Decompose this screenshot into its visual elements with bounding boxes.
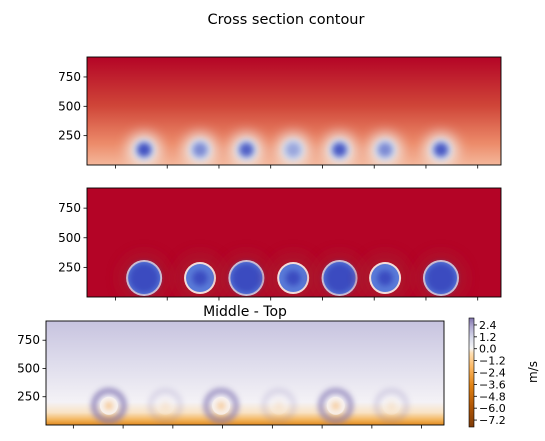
- y-tick-label: 250: [58, 260, 81, 274]
- colorbar-ticks: 2.41.20.0−1.2−2.4−3.6−4.8−6.0−7.2: [474, 319, 506, 427]
- colorbar-tick-label: −6.0: [479, 402, 506, 415]
- y-tick-label: 750: [58, 70, 81, 84]
- colorbar-label: m/s: [526, 361, 540, 383]
- figure-title: Cross section contour: [208, 12, 365, 28]
- purple-ring: [318, 388, 354, 424]
- cool-blob: [422, 131, 459, 165]
- colorbar-tick-label: −1.2: [479, 355, 506, 368]
- panel-bottom: Middle - Top 250 500 750: [17, 304, 445, 429]
- y-tick-label: 500: [58, 231, 81, 245]
- colorbar-tick-label: 1.2: [479, 331, 497, 344]
- cool-blob: [182, 131, 219, 165]
- cool-disk: [174, 252, 227, 297]
- colorbar: 2.41.20.0−1.2−2.4−3.6−4.8−6.0−7.2 m/s: [468, 317, 540, 428]
- purple-ring: [147, 388, 183, 424]
- panel-bottom-x-axis: [72, 425, 423, 429]
- panel-top-frame: [86, 56, 502, 166]
- panel-middle-blobs: [118, 252, 467, 297]
- y-tick-label: 500: [58, 99, 81, 113]
- cool-blob: [321, 131, 358, 165]
- y-tick-label: 500: [17, 361, 40, 375]
- colorbar-tick-label: −4.8: [479, 390, 506, 403]
- colorbar-tick-label: 0.0: [479, 343, 497, 356]
- panel-bottom-frame: [45, 320, 445, 426]
- colorbar-tick-label: 2.4: [479, 319, 497, 332]
- y-tick-label: 250: [17, 390, 40, 404]
- panel-top: 250 500 750: [58, 56, 502, 169]
- purple-ring: [91, 388, 127, 424]
- cool-blob: [275, 131, 312, 165]
- panel-top-y-axis: 250 500 750: [58, 70, 87, 143]
- cool-blob: [228, 131, 265, 165]
- panel-bottom-y-axis: 250 500 750: [17, 333, 46, 404]
- panel-top-blobs: [126, 131, 459, 165]
- cool-disk: [414, 252, 467, 297]
- cool-disk: [359, 252, 412, 297]
- purple-ring: [373, 388, 409, 424]
- colorbar-gradient: [468, 317, 475, 428]
- cool-disk: [267, 252, 320, 297]
- panel-middle-frame: [86, 187, 502, 298]
- colorbar-tick-label: −3.6: [479, 378, 506, 391]
- panel-top-x-axis: [115, 165, 479, 169]
- panel-middle: 250 500 750: [58, 187, 502, 301]
- cool-disk: [313, 252, 366, 297]
- cool-blob: [126, 131, 163, 165]
- y-tick-label: 250: [58, 129, 81, 143]
- cool-disk: [220, 252, 273, 297]
- y-tick-label: 750: [58, 201, 81, 215]
- purple-ring: [203, 388, 239, 424]
- panel-bottom-rings: [91, 388, 409, 424]
- colorbar-tick-label: −7.2: [479, 414, 506, 427]
- cool-disk: [118, 252, 171, 297]
- colorbar-tick-label: −2.4: [479, 367, 506, 380]
- y-tick-label: 750: [17, 333, 40, 347]
- cool-blob: [367, 131, 404, 165]
- panel-middle-y-axis: 250 500 750: [58, 201, 87, 274]
- purple-ring: [261, 388, 297, 424]
- panel-bottom-title: Middle - Top: [203, 304, 287, 320]
- panel-middle-x-axis: [115, 297, 479, 301]
